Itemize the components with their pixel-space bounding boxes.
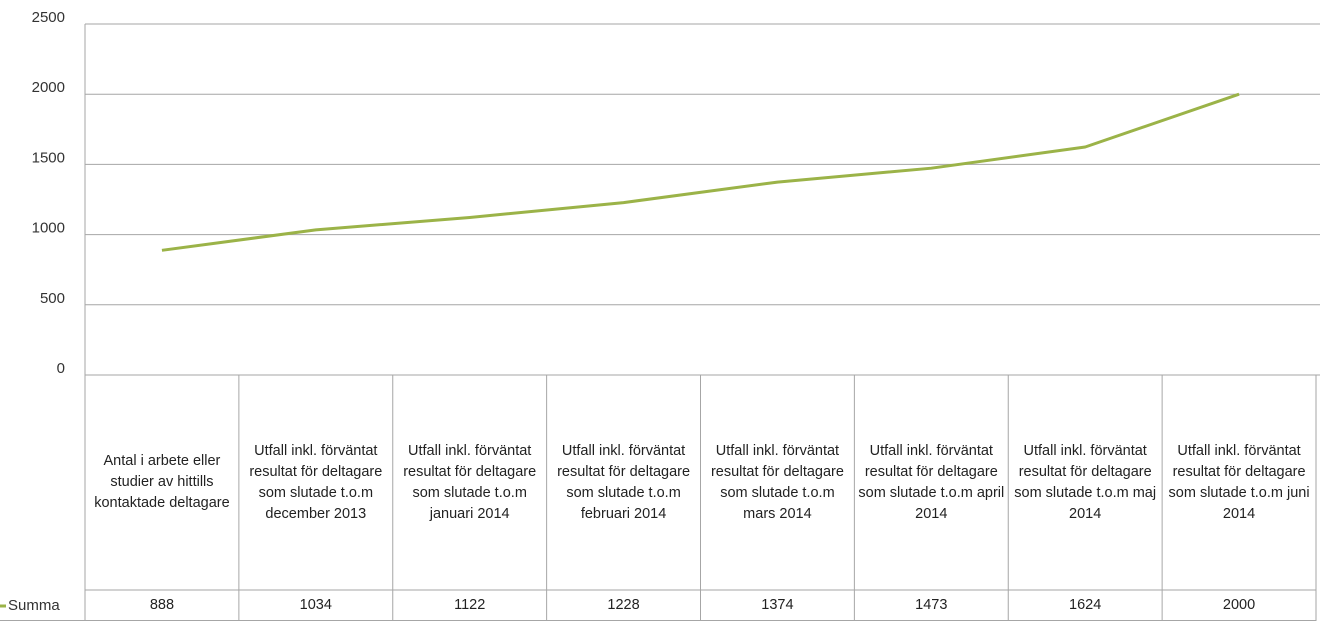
- category-cell: Utfall inkl. förväntat resultat för delt…: [710, 442, 844, 522]
- category-cell: Utfall inkl. förväntat resultat för delt…: [249, 442, 383, 522]
- category-cell: Antal i arbete eller studier av hittills…: [94, 453, 230, 511]
- value-cell: 1624: [1069, 597, 1102, 613]
- category-cell: Utfall inkl. förväntat resultat för delt…: [403, 442, 537, 522]
- data-label: 1473: [915, 597, 948, 613]
- data-label: 888: [149, 597, 175, 613]
- x-tick-label: Utfall inkl. förväntat resultat för delt…: [403, 442, 537, 522]
- x-tick-label: Utfall inkl. förväntat resultat för delt…: [1168, 442, 1310, 522]
- x-tick-label: Utfall inkl. förväntat resultat för delt…: [858, 442, 1005, 522]
- data-label: 1122: [454, 597, 486, 613]
- y-tick-label: 2500: [32, 9, 65, 26]
- x-tick-label: Utfall inkl. förväntat resultat för delt…: [710, 442, 844, 522]
- x-tick-label: Utfall inkl. förväntat resultat för delt…: [557, 442, 691, 522]
- value-cell: 2000: [1222, 597, 1256, 613]
- x-tick-label: Utfall inkl. förväntat resultat för delt…: [249, 442, 383, 522]
- x-tick-label: Utfall inkl. förväntat resultat för delt…: [1014, 442, 1157, 522]
- x-tick-label: Antal i arbete eller studier av hittills…: [94, 453, 230, 511]
- data-label: 1228: [607, 597, 640, 613]
- data-label: 1374: [761, 597, 794, 613]
- legend-label: Summa: [8, 597, 60, 614]
- value-cell: 1122: [454, 597, 486, 613]
- data-label: 1034: [299, 597, 332, 613]
- value-cell: 1034: [299, 597, 332, 613]
- line: [161, 92, 1240, 252]
- category-cell: Utfall inkl. förväntat resultat för delt…: [557, 442, 691, 522]
- y-tick-label: 500: [40, 290, 65, 307]
- y-tick-label: 1500: [32, 149, 65, 166]
- category-cell: Utfall inkl. förväntat resultat för delt…: [858, 442, 1005, 522]
- y-tick-label: 1000: [32, 220, 65, 237]
- category-cell: Utfall inkl. förväntat resultat för delt…: [1014, 442, 1157, 522]
- value-cell: 1228: [607, 597, 640, 613]
- data-label: 1624: [1069, 597, 1102, 613]
- data-label: 2000: [1222, 597, 1256, 613]
- y-tick-label: 2000: [32, 79, 65, 96]
- y-tick-label: 0: [57, 360, 65, 377]
- category-cell: Utfall inkl. förväntat resultat för delt…: [1168, 442, 1310, 522]
- value-cell: 1374: [761, 597, 794, 613]
- value-cell: 888: [149, 597, 175, 613]
- value-cell: 1473: [915, 597, 948, 613]
